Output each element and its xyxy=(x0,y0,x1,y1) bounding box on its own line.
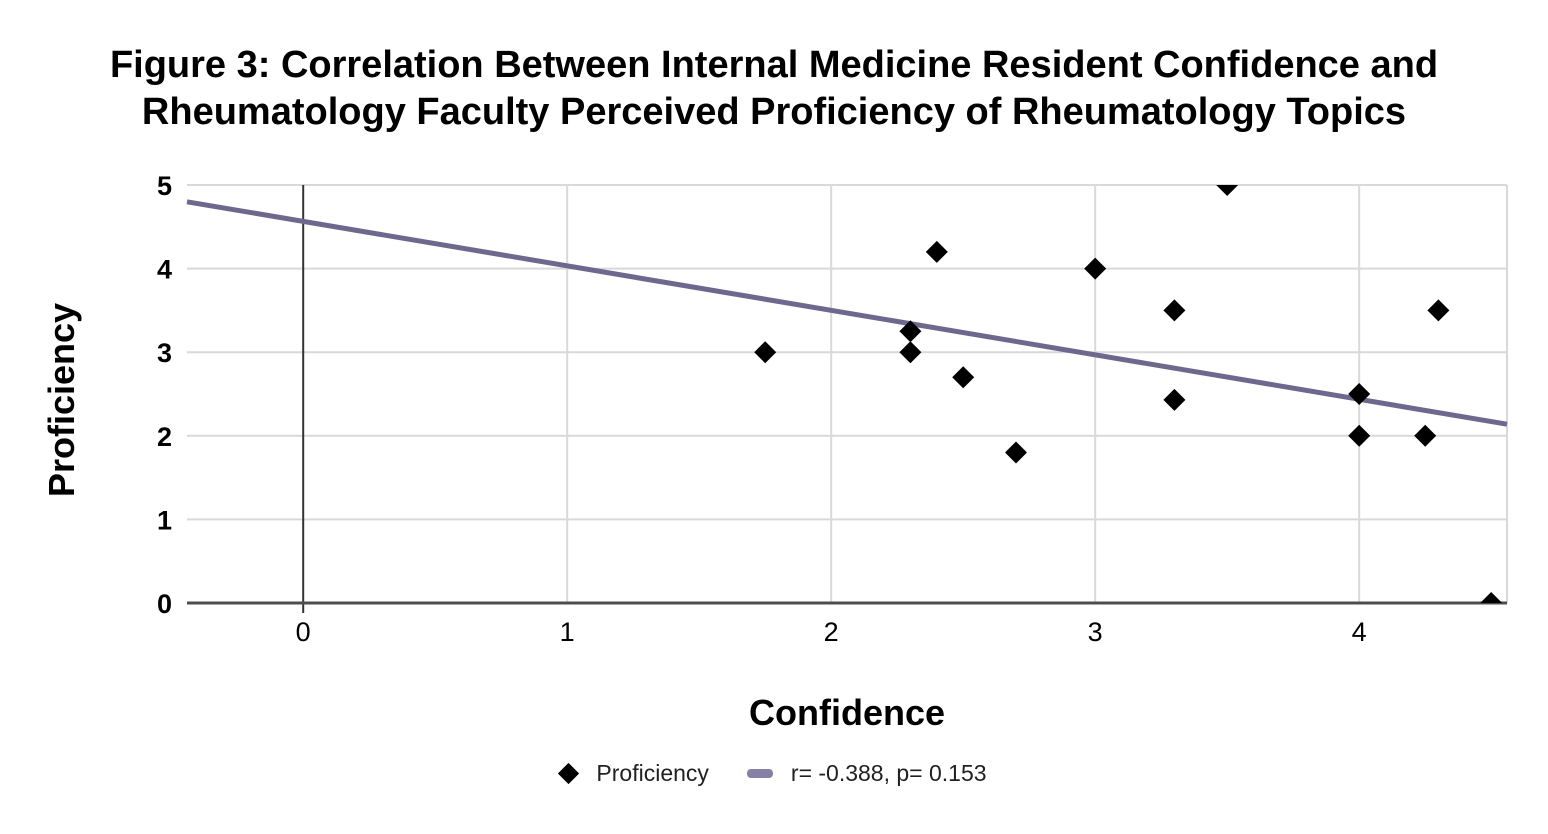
data-point xyxy=(1348,383,1371,405)
legend-proficiency-label: Proficiency xyxy=(596,760,709,786)
data-point xyxy=(754,341,777,364)
legend-trendline-swatch-icon xyxy=(746,769,773,778)
trendline xyxy=(186,199,1508,427)
x-tick-label-0: 0 xyxy=(296,617,311,647)
data-point xyxy=(1163,388,1186,411)
data-point xyxy=(899,320,922,343)
data-point xyxy=(1084,257,1107,280)
y-tick-label-1: 1 xyxy=(157,505,172,535)
legend-trendline-label: r= -0.388, p= 0.153 xyxy=(790,760,987,786)
y-tick-label-4: 4 xyxy=(157,255,172,285)
chart-title: Figure 3: Correlation Between Internal M… xyxy=(0,42,1548,136)
data-point xyxy=(899,341,922,364)
data-point xyxy=(1480,592,1503,603)
scatter-plot: 0 1 2 3 4 0 1 2 3 4 5 xyxy=(157,171,1508,647)
chart-title-line-2: Rheumatology Faculty Perceived Proficien… xyxy=(141,91,1407,133)
x-tick-label-1: 1 xyxy=(560,617,575,647)
data-point xyxy=(1427,299,1450,322)
y-tick-label-2: 2 xyxy=(157,422,172,452)
chart-legend: Proficiency r= -0.388, p= 0.153 xyxy=(0,760,1548,787)
data-point xyxy=(1348,424,1371,447)
chart-title-line-1: Figure 3: Correlation Between Internal M… xyxy=(109,44,1439,86)
y-axis-title: Proficiency xyxy=(41,302,82,498)
x-tick-label-3: 3 xyxy=(1088,617,1103,647)
data-point xyxy=(952,366,975,389)
data-point xyxy=(1005,441,1027,464)
data-points-group xyxy=(754,185,1503,603)
x-tick-label-2: 2 xyxy=(824,617,839,647)
data-point xyxy=(1216,185,1239,196)
legend-proficiency-marker-icon xyxy=(558,762,580,785)
data-point xyxy=(1414,424,1437,447)
data-point xyxy=(1163,299,1186,322)
x-axis-title: Confidence xyxy=(748,692,945,733)
y-tick-label-3: 3 xyxy=(157,338,172,368)
y-tick-label-5: 5 xyxy=(157,171,172,201)
y-tick-label-0: 0 xyxy=(157,589,172,619)
data-point xyxy=(925,240,948,263)
x-tick-label-4: 4 xyxy=(1352,617,1367,647)
